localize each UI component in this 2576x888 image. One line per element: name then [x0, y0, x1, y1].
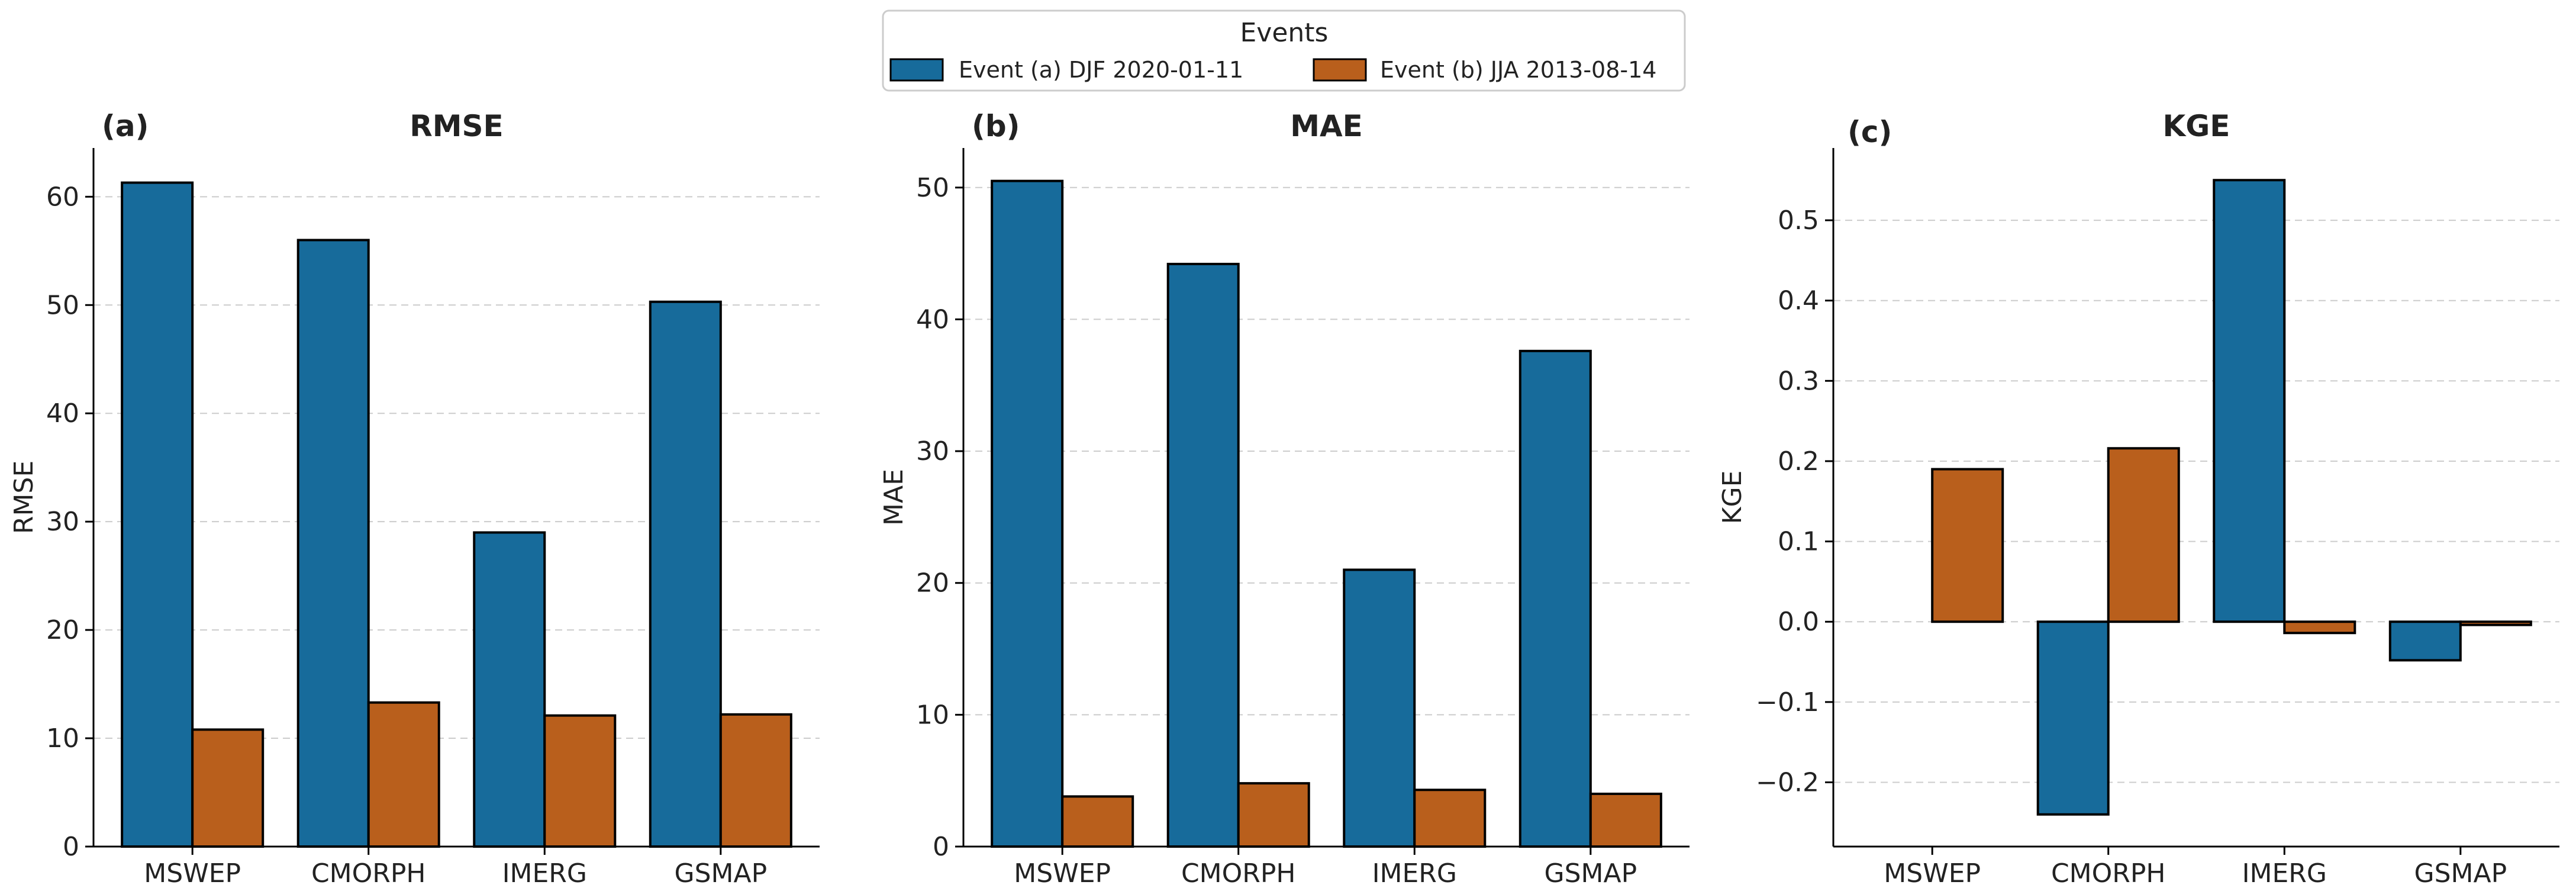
panel-kge: −0.2 −0.1 0.0 0.1 0.2 0.3 0.4 0.5 MSWEP CMORPH IME… [1717, 109, 2559, 888]
bar-mswep-event-a [121, 181, 194, 848]
y-tick-label: 0.5 [1778, 205, 1819, 236]
bar-cmorph-event-b [367, 701, 440, 848]
x-tick-label-cmorph: CMORPH [1181, 858, 1296, 888]
y-tick-label: 0.4 [1778, 286, 1819, 316]
bar-mswep-event-b [1931, 468, 2004, 623]
bar-cmorph-event-a [2036, 620, 2110, 816]
y-tick-label: 10 [46, 723, 79, 754]
y-tick-label: 60 [46, 182, 79, 212]
x-tick-label-imerg: IMERG [2242, 858, 2327, 888]
y-tick-label: 30 [46, 507, 79, 537]
x-tick-label-gsmap: GSMAP [2414, 858, 2507, 888]
bar-cmorph-event-b [2107, 447, 2180, 623]
x-tick-label-gsmap: GSMAP [675, 858, 768, 888]
x-tick-label-mswep: MSWEP [144, 858, 241, 888]
bar-gsmap-event-b [1589, 792, 1662, 848]
panel-label: (c) [1848, 115, 1892, 149]
y-tick-label: 0 [933, 832, 949, 862]
x-tick-label-cmorph: CMORPH [311, 858, 426, 888]
bar-gsmap-event-a [2388, 620, 2462, 662]
legend-title: Events [1240, 18, 1329, 48]
y-tick-label: 50 [916, 173, 949, 203]
bar-imerg-event-b [1413, 789, 1487, 848]
bar-mswep-event-b [1061, 795, 1134, 848]
x-tick-label-gsmap: GSMAP [1545, 858, 1637, 888]
bar-cmorph-event-b [1237, 782, 1310, 848]
legend: Events Event (a) DJF 2020-01-11 Event (b… [882, 9, 1686, 92]
bar-gsmap-event-a [649, 300, 722, 848]
panel-title: KGE [2163, 109, 2230, 143]
y-tick-label: 0.2 [1778, 446, 1819, 477]
panel-mae: 0 10 20 30 40 50 MSWEP CMORPH IMERG GSMAP MAE (b) MA… [879, 109, 1690, 888]
x-tick-label-imerg: IMERG [1372, 858, 1457, 888]
bar-cmorph-event-a [1166, 262, 1240, 848]
bar-mswep-event-a [991, 179, 1064, 848]
legend-label-event-a: Event (a) DJF 2020-01-11 [959, 57, 1243, 83]
y-axis-label: MAE [879, 469, 909, 526]
legend-swatch-event-b [1313, 58, 1367, 82]
y-axis-label: KGE [1717, 471, 1748, 525]
panel-label: (a) [102, 109, 149, 143]
y-tick-label: 10 [916, 700, 949, 730]
legend-label-event-b: Event (b) JJA 2013-08-14 [1380, 57, 1656, 83]
y-tick-label: 40 [46, 398, 79, 429]
panel-title: RMSE [410, 109, 503, 143]
panels: 0 10 20 30 40 50 60 MSWEP CMORPH IMERG GSMAP RMSE (a… [9, 109, 2559, 888]
y-tick-label: 40 [916, 304, 949, 334]
y-tick-label: −0.2 [1756, 767, 1819, 797]
legend-swatch-event-a [889, 58, 944, 82]
y-tick-label: 20 [916, 568, 949, 599]
y-tick-label: 0 [63, 832, 79, 862]
x-tick-label-cmorph: CMORPH [2051, 858, 2166, 888]
y-tick-label: 0.1 [1778, 527, 1819, 557]
x-tick-label-mswep: MSWEP [1884, 858, 1981, 888]
bar-gsmap-event-b [719, 713, 792, 848]
bar-imerg-event-a [1343, 568, 1416, 848]
panel-label: (b) [972, 109, 1020, 143]
panel-title: MAE [1290, 109, 1363, 143]
y-tick-label: −0.1 [1756, 687, 1819, 718]
bar-imerg-event-b [2283, 620, 2356, 635]
y-tick-label: 30 [916, 436, 949, 466]
bar-gsmap-event-a [1518, 349, 1592, 848]
y-tick-label: 0.0 [1778, 607, 1819, 637]
legend-frame [882, 9, 1686, 92]
bar-imerg-event-a [473, 531, 546, 848]
panel-rmse: 0 10 20 30 40 50 60 MSWEP CMORPH IMERG GSMAP RMSE (a… [9, 109, 820, 888]
y-tick-label: 20 [46, 615, 79, 645]
x-tick-label-imerg: IMERG [502, 858, 587, 888]
y-axis-label: RMSE [9, 461, 39, 534]
bar-imerg-event-b [543, 714, 617, 848]
y-tick-label: 50 [46, 290, 79, 320]
bar-imerg-event-a [2213, 179, 2286, 623]
bar-cmorph-event-a [296, 239, 370, 848]
bar-gsmap-event-b [2459, 620, 2532, 626]
x-tick-label-mswep: MSWEP [1014, 858, 1111, 888]
bar-mswep-event-b [191, 728, 265, 848]
y-tick-label: 0.3 [1778, 366, 1819, 396]
